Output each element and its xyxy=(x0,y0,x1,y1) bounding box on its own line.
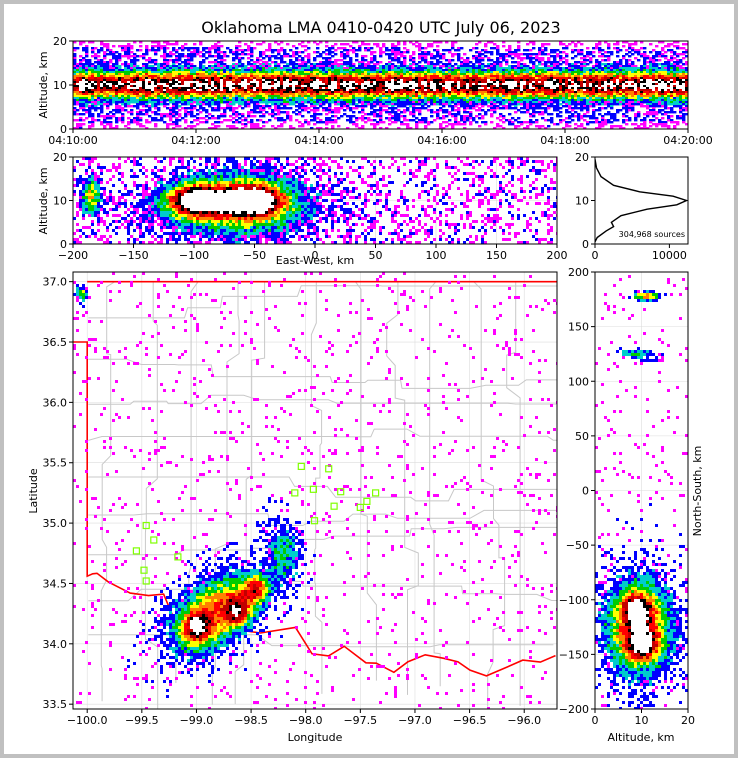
ticksA-tick-label: 10 xyxy=(53,79,67,92)
east-west-ylabel: Altitude, km xyxy=(37,167,50,234)
ticksE-tick-label: −200 xyxy=(559,703,589,716)
lma-station-marker xyxy=(363,497,371,505)
plan-view-xlabel: Longitude xyxy=(288,731,343,744)
ticksB-tick-label: 200 xyxy=(547,249,568,262)
time-height-ylabel: Altitude, km xyxy=(37,51,50,118)
east-west-panel: −200 −150 −100 −50 0 50 100 150 200 0 10 20 East-We… xyxy=(37,151,568,267)
ticksB-tick-label: 100 xyxy=(426,249,447,262)
ticksB-tick-label: −150 xyxy=(118,249,148,262)
ticksE-tick-label: 0 xyxy=(582,485,589,498)
ticksC-tick-label: 10000 xyxy=(652,249,687,262)
lma-station-marker xyxy=(325,465,333,473)
ticksB-tick-label: 0 xyxy=(312,249,319,262)
north-south-xlabel: Altitude, km xyxy=(607,731,674,744)
ticksD-tick-label: 34.0 xyxy=(43,638,68,651)
time-height-panel: 04:10:00 04:12:00 04:14:00 04:16:00 04:18:00… xyxy=(37,35,713,147)
lma-station-marker xyxy=(372,489,380,497)
ticksD-tick-label: 36.0 xyxy=(43,396,68,409)
ticksD-tick-label: 37.0 xyxy=(43,276,68,289)
ticksC-tick-label: 0 xyxy=(592,249,599,262)
ticksE-tick-label: 10 xyxy=(635,714,649,727)
lma-station-marker xyxy=(356,503,364,511)
ticksA-tick-label: 04:18:00 xyxy=(540,134,589,147)
lma-station-marker xyxy=(309,485,317,493)
ticksE-tick-label: 200 xyxy=(568,266,589,279)
ticksC-tick-label: 20 xyxy=(575,151,589,164)
ticksA-tick-label: 20 xyxy=(53,35,67,48)
histogram-plot-area xyxy=(595,157,688,244)
lma-station-marker xyxy=(297,462,305,470)
ticksB-tick-label: 10 xyxy=(53,195,67,208)
ticksA-tick-label: 04:10:00 xyxy=(48,134,97,147)
lma-station-marker xyxy=(291,489,299,497)
ticksE-tick-label: 100 xyxy=(568,375,589,388)
plan-view-panel: −100.0 −99.5 −99.0 −98.5 −98.0 −97.5 −97.0 −96.… xyxy=(27,271,558,744)
ticksE-tick-label: 20 xyxy=(681,714,695,727)
ticksA-tick-label: 04:20:00 xyxy=(663,134,712,147)
ticksD-tick-label: 33.5 xyxy=(43,698,68,711)
chart-title: Oklahoma LMA 0410-0420 UTC July 06, 2023 xyxy=(201,18,560,37)
ticksE-tick-label: −100 xyxy=(559,594,589,607)
ticksB-tick-label: 0 xyxy=(60,238,67,251)
ticksA-tick-label: 0 xyxy=(60,123,67,136)
ticksA-tick-label: 04:16:00 xyxy=(417,134,466,147)
north-south-panel: 0 10 20 −200 −150 −100 −50 0 50 100 150 200 Altitud… xyxy=(559,266,704,744)
histogram-series-line xyxy=(595,159,688,243)
ticksB-tick-label: −50 xyxy=(243,249,266,262)
ticksD-tick-label: 35.0 xyxy=(43,517,68,530)
ticksD-tick-label: −99.0 xyxy=(180,714,214,727)
lma-station-marker xyxy=(310,517,319,525)
north-south-ylabel: North-South, km xyxy=(691,446,704,537)
ticksE-tick-label: −50 xyxy=(566,539,589,552)
ticksC-tick-label: 0 xyxy=(582,238,589,251)
lma-figure: Oklahoma LMA 0410-0420 UTC July 06, 2023… xyxy=(27,18,713,744)
ticksB-tick-label: −200 xyxy=(58,249,88,262)
ticksD-tick-label: 34.5 xyxy=(43,577,68,590)
ticksE-tick-label: 150 xyxy=(568,321,589,334)
lma-station-marker xyxy=(330,502,338,510)
ticksC-tick-label: 10 xyxy=(575,195,589,208)
state-border-line xyxy=(73,280,557,677)
ticksD-tick-label: −99.5 xyxy=(125,714,159,727)
county-map xyxy=(73,280,557,709)
ticksA-tick-label: 04:14:00 xyxy=(294,134,343,147)
lma-station-marker xyxy=(142,577,150,585)
lma-station-marker xyxy=(140,566,148,574)
ticksB-tick-label: 150 xyxy=(486,249,507,262)
ticksA-tick-label: 04:12:00 xyxy=(171,134,220,147)
ticksD-tick-label: −97.5 xyxy=(343,714,377,727)
ticksE-tick-label: −150 xyxy=(559,648,589,661)
lma-station-marker xyxy=(337,488,345,496)
ticksD-tick-label: −96.5 xyxy=(453,714,487,727)
ticksB-tick-label: 20 xyxy=(53,151,67,164)
ticksD-tick-label: −97.0 xyxy=(398,714,432,727)
ticksD-tick-label: −98.0 xyxy=(289,714,323,727)
ticksB-tick-label: 50 xyxy=(369,249,383,262)
ticksE-tick-label: 50 xyxy=(575,430,589,443)
ticksD-tick-label: 36.5 xyxy=(43,336,68,349)
lma-station-marker xyxy=(174,553,182,561)
source-count-annotation: 304,968 sources xyxy=(619,230,685,239)
plan-view-ylabel: Latitude xyxy=(27,468,40,514)
lma-station-marker xyxy=(132,547,140,555)
lma-station-marker xyxy=(142,521,150,530)
altitude-histogram-panel: 0 10000 0 10 20 304,968 sources xyxy=(575,151,689,262)
ticksD-tick-label: −96.0 xyxy=(507,714,541,727)
ticksD-tick-label: −98.5 xyxy=(234,714,268,727)
lma-station-marker xyxy=(150,536,158,544)
ticksD-tick-label: −100.0 xyxy=(67,714,108,727)
ticksD-tick-label: 35.5 xyxy=(43,457,68,470)
east-west-xlabel: East-West, km xyxy=(276,254,354,267)
figure-frame: Oklahoma LMA 0410-0420 UTC July 06, 2023… xyxy=(4,4,734,754)
ticksB-tick-label: −100 xyxy=(179,249,209,262)
ticksE-tick-label: 0 xyxy=(592,714,599,727)
